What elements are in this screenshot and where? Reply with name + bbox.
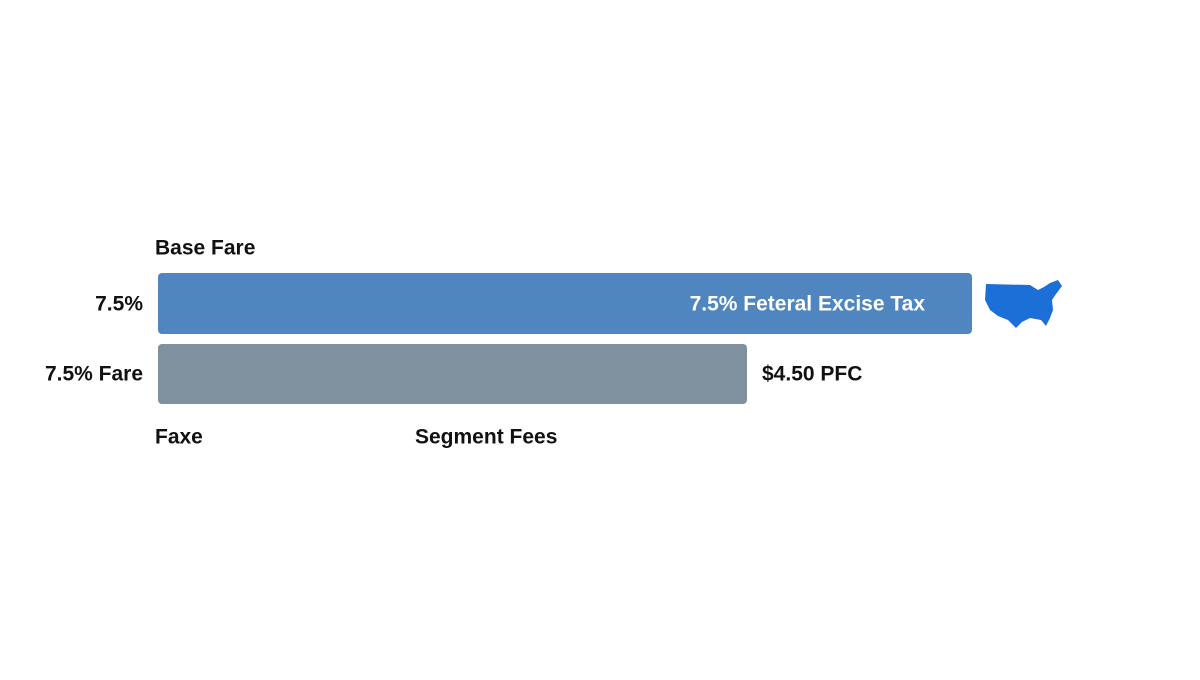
side-label: $4.50 PFC [762, 363, 862, 386]
us-map-icon [985, 280, 1062, 328]
row-label: 7.5% [95, 293, 143, 316]
title: Base Fare [155, 237, 255, 260]
footer-label: Segment Fees [415, 426, 557, 449]
tax-bar [158, 273, 972, 334]
footer-label: Faxe [155, 426, 203, 449]
bar-text: 7.5% Feteral Excise Tax [690, 293, 926, 316]
fee-bar [158, 344, 747, 404]
row-label: 7.5% Fare [45, 363, 143, 386]
